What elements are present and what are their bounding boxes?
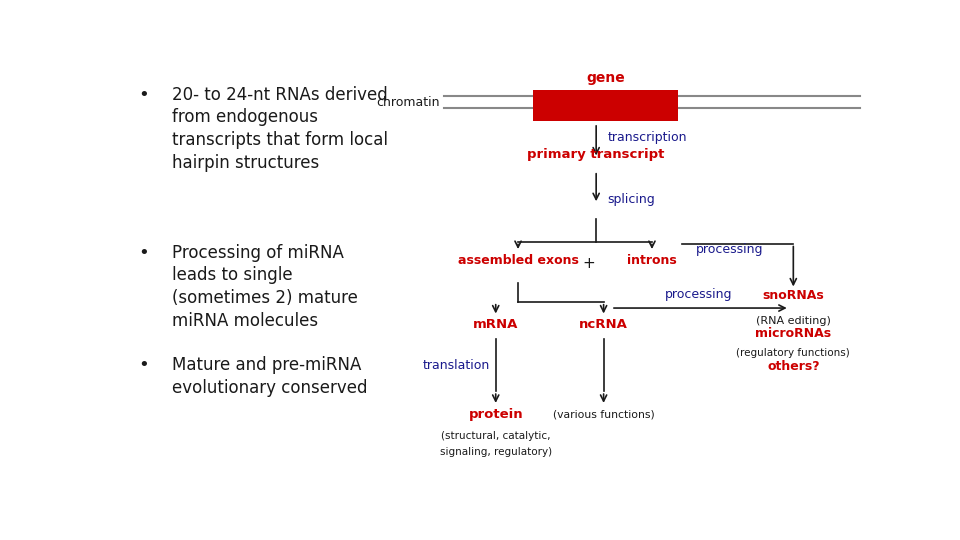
Text: Processing of miRNA
leads to single
(sometimes 2) mature
miRNA molecules: Processing of miRNA leads to single (som… [172,244,358,330]
Text: primary transcript: primary transcript [527,148,665,161]
Text: (regulatory functions): (regulatory functions) [736,348,851,357]
Text: splicing: splicing [608,193,655,206]
Text: protein: protein [468,408,523,421]
Text: assembled exons: assembled exons [458,254,579,267]
Text: +: + [583,256,595,271]
Text: transcription: transcription [608,131,686,144]
Text: introns: introns [627,254,677,267]
Text: •: • [138,85,150,104]
Text: 20- to 24-nt RNAs derived
from endogenous
transcripts that form local
hairpin st: 20- to 24-nt RNAs derived from endogenou… [172,85,388,172]
Text: snoRNAs: snoRNAs [762,289,825,302]
Text: gene: gene [587,71,625,85]
Text: chromatin: chromatin [376,96,440,109]
Text: •: • [138,356,150,374]
Text: processing: processing [696,243,764,256]
Bar [533,90,678,121]
Text: (various functions): (various functions) [553,410,655,420]
Text: Mature and pre-miRNA
evolutionary conserved: Mature and pre-miRNA evolutionary conser… [172,356,368,397]
Text: (structural, catalytic,: (structural, catalytic, [441,431,550,441]
Text: microRNAs: microRNAs [756,327,831,340]
Text: (RNA editing): (RNA editing) [756,316,830,326]
Text: •: • [138,244,150,261]
Text: ncRNA: ncRNA [579,319,628,332]
Text: others?: others? [767,360,820,373]
Text: translation: translation [422,359,490,372]
Text: processing: processing [664,288,732,301]
Text: mRNA: mRNA [473,319,518,332]
Text: signaling, regulatory): signaling, regulatory) [440,447,552,457]
